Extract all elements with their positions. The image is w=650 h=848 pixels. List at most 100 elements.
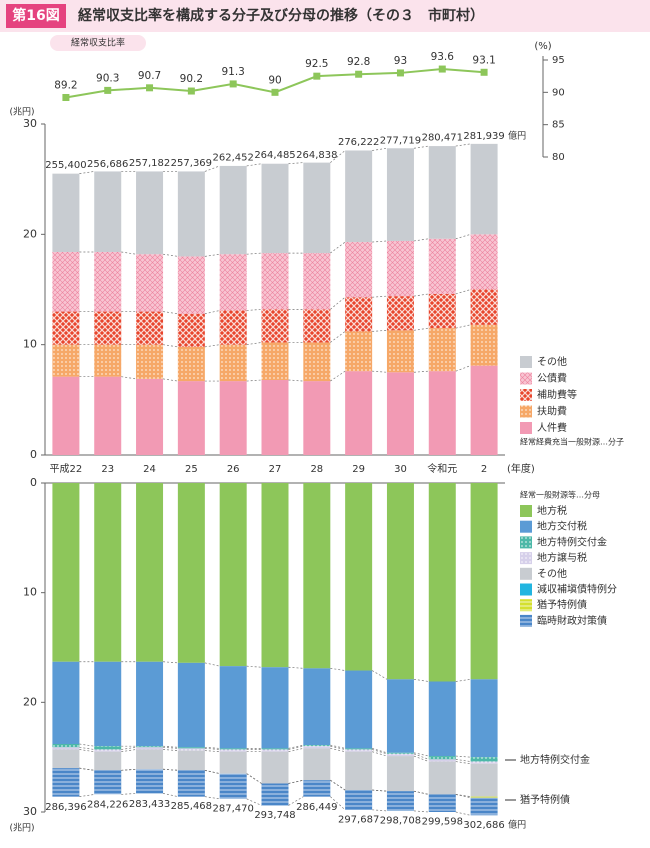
bar-texture xyxy=(52,311,80,345)
legend-swatch xyxy=(520,505,532,517)
legend-texture xyxy=(520,614,532,627)
bar-segment xyxy=(428,371,456,455)
x-tick-label: 27 xyxy=(269,464,282,475)
ratio-point xyxy=(146,84,154,92)
total-label: 281,939 xyxy=(463,131,504,142)
connector xyxy=(330,241,346,254)
ratio-point xyxy=(229,80,237,88)
bar-segment xyxy=(52,749,80,769)
bar-segment xyxy=(52,483,80,662)
bar-texture xyxy=(386,330,414,373)
bar-texture xyxy=(470,324,498,366)
connector xyxy=(79,746,95,750)
total-label: 286,396 xyxy=(45,802,86,813)
total-label: 255,400 xyxy=(45,160,86,171)
bar-texture xyxy=(470,761,498,764)
connector xyxy=(121,749,137,753)
connector xyxy=(162,344,178,348)
y-tick-label: 0 xyxy=(30,448,37,461)
bar-texture xyxy=(345,748,373,750)
bar-segment xyxy=(303,668,331,746)
legend-label: 臨時財政対策債 xyxy=(537,614,607,627)
legend-label: その他 xyxy=(537,355,567,368)
bar-texture xyxy=(303,253,331,310)
total-label: 257,369 xyxy=(171,158,212,169)
bar-segment xyxy=(136,378,164,455)
ratio-label: 89.2 xyxy=(54,80,77,92)
bar-texture xyxy=(428,293,456,329)
ratio-label: 90.2 xyxy=(180,73,203,85)
bar-texture xyxy=(219,773,247,799)
connector xyxy=(163,768,178,771)
connector xyxy=(79,767,95,771)
figure-badge xyxy=(6,4,66,28)
connector xyxy=(455,289,471,295)
x-tick-label: 平成22 xyxy=(50,463,83,475)
connector xyxy=(204,746,220,749)
connector xyxy=(372,789,387,792)
bar-segment xyxy=(345,483,373,671)
bar-texture xyxy=(386,296,414,331)
bar-segment xyxy=(136,171,164,255)
connector xyxy=(455,233,471,240)
connector xyxy=(330,667,346,671)
x-tick-label: 24 xyxy=(143,464,156,475)
bar-segment xyxy=(428,483,456,682)
x-tick-label: 令和元 xyxy=(427,462,457,475)
bar-texture xyxy=(261,749,289,752)
bar-segment xyxy=(428,146,456,239)
bar-texture xyxy=(136,344,164,379)
total-label: 280,471 xyxy=(422,133,463,144)
bar-texture xyxy=(136,254,164,312)
ratio-label: 90.3 xyxy=(96,72,119,84)
connector xyxy=(163,745,178,748)
connector xyxy=(330,331,346,343)
y-tick-label: 30 xyxy=(23,805,37,818)
bar-segment xyxy=(261,483,289,668)
connector xyxy=(79,794,95,797)
legend-label: 地方譲与税 xyxy=(537,551,587,564)
bar-segment xyxy=(345,751,373,791)
connector xyxy=(413,293,429,297)
legend-label: 補助費等 xyxy=(537,388,577,401)
connector xyxy=(288,748,304,753)
bar-texture xyxy=(177,313,205,347)
bar-texture xyxy=(428,756,456,760)
ratio-label: 90.7 xyxy=(138,70,161,82)
y-tick-label: 0 xyxy=(30,476,37,489)
connector xyxy=(162,311,178,315)
bar-segment xyxy=(345,670,373,749)
bar-segment xyxy=(470,365,498,455)
y-tick-label: 20 xyxy=(23,695,37,708)
bar-segment xyxy=(261,379,289,455)
connector xyxy=(79,749,95,753)
bar-texture xyxy=(177,256,205,314)
connector xyxy=(330,296,346,310)
connector xyxy=(246,798,262,806)
total-unit: 億円 xyxy=(508,129,526,141)
y-tick-label: 10 xyxy=(23,586,37,599)
connector xyxy=(455,794,471,799)
connector xyxy=(372,751,388,757)
annotation: 地方特例交付金 xyxy=(520,753,590,766)
x-tick-label: 25 xyxy=(185,464,198,475)
x-tick-label: 26 xyxy=(227,464,240,475)
bar-segment xyxy=(94,483,122,662)
line-series-name: 経常収支比率 xyxy=(71,37,125,49)
figure-number: 第16図 xyxy=(12,7,59,24)
connector xyxy=(413,678,429,682)
bar-segment xyxy=(261,163,289,254)
y2-tick-label: 90 xyxy=(552,87,565,98)
total-label: 298,708 xyxy=(380,816,421,827)
ratio-label: 93.6 xyxy=(431,51,455,63)
bar-texture xyxy=(428,328,456,372)
connector xyxy=(455,143,471,147)
bar-segment xyxy=(303,381,331,455)
total-unit: 億円 xyxy=(508,818,526,830)
connector xyxy=(163,749,178,751)
connector xyxy=(413,752,429,757)
bar-segment xyxy=(261,751,289,784)
bar-texture xyxy=(303,746,331,749)
total-label: 262,452 xyxy=(213,152,254,163)
connector xyxy=(330,779,346,791)
